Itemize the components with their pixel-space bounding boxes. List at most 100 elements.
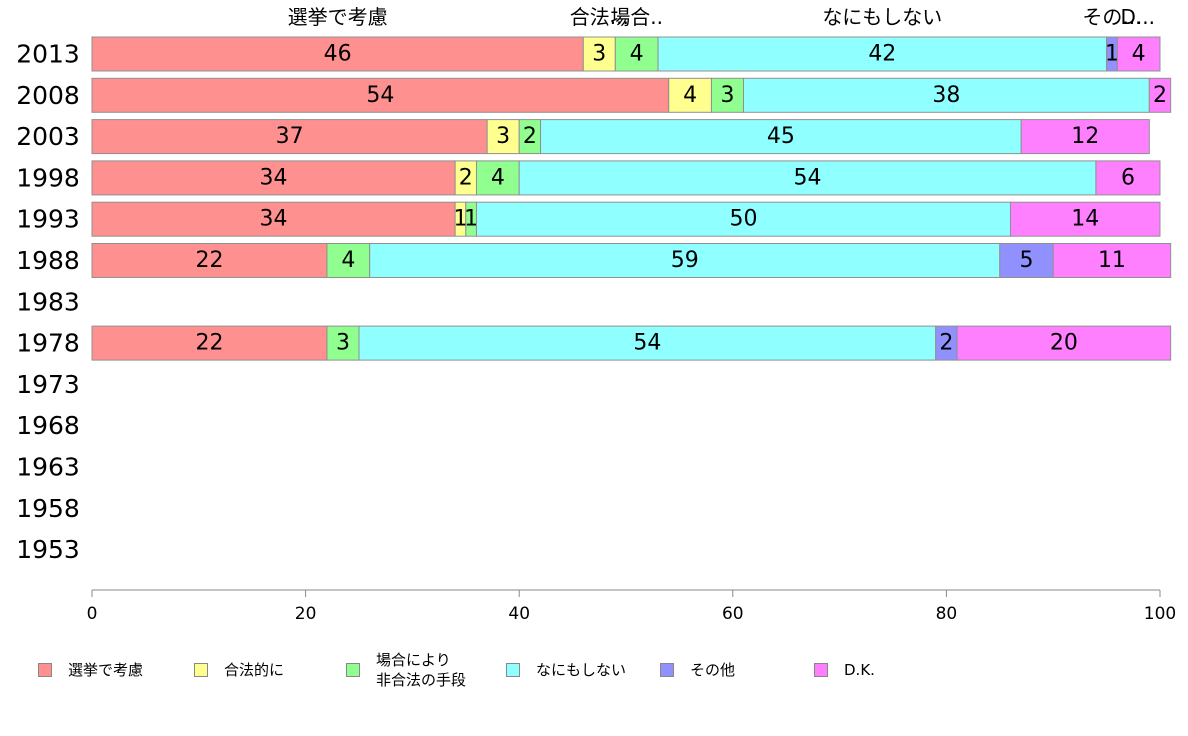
legend-item: D.K. xyxy=(814,640,875,700)
year-label: 2003 xyxy=(16,122,80,151)
data-label: 5 xyxy=(1020,248,1034,273)
bar-segment xyxy=(956,325,1172,361)
legend-swatch xyxy=(346,663,360,677)
data-label: 50 xyxy=(729,207,757,232)
data-label: 42 xyxy=(868,42,896,67)
year-label: 1993 xyxy=(16,205,80,234)
chart-legend: 選挙で考慮 合法的に 場合により 非合法の手段 なにもしない その他 D.K. xyxy=(0,640,1188,700)
legend-label: その他 xyxy=(690,661,736,679)
legend-swatch xyxy=(194,663,208,677)
bar-segment xyxy=(91,243,328,278)
bar-segment xyxy=(614,36,659,72)
data-label: 2 xyxy=(459,165,473,190)
bar-segment xyxy=(91,36,584,72)
bar-segment xyxy=(742,77,1150,113)
data-label: 54 xyxy=(366,83,394,108)
data-label: 22 xyxy=(195,331,223,356)
bar-segment xyxy=(1020,119,1150,155)
data-label: 38 xyxy=(932,83,960,108)
x-tick-label: 100 xyxy=(1144,604,1176,624)
data-label: 4 xyxy=(683,83,697,108)
data-label: 3 xyxy=(496,124,510,149)
series-top-label: 合法... xyxy=(570,5,629,29)
bar-segment xyxy=(657,36,1108,72)
legend-label: D.K. xyxy=(844,661,875,679)
year-label: 1988 xyxy=(16,246,80,275)
bar-segment xyxy=(1116,36,1161,72)
data-label: 3 xyxy=(336,331,350,356)
bar-segment xyxy=(91,201,456,237)
series-top-label: なにもしない xyxy=(822,5,942,29)
data-label: 34 xyxy=(260,165,288,190)
data-label: 14 xyxy=(1071,207,1099,232)
series-top-label: 選挙で考慮 xyxy=(288,5,388,29)
data-label: 45 xyxy=(767,124,795,149)
bar-segment xyxy=(1009,201,1161,237)
data-label: 1 xyxy=(453,207,467,232)
legend-item: なにもしない xyxy=(506,640,626,700)
year-label: 1953 xyxy=(16,535,80,564)
year-label: 1973 xyxy=(16,370,80,399)
bar-segment xyxy=(710,77,744,113)
legend-item: 場合により 非合法の手段 xyxy=(346,640,466,700)
data-label: 54 xyxy=(633,331,661,356)
legend-item: その他 xyxy=(660,640,735,700)
bar-segment xyxy=(486,119,520,155)
year-label: 2013 xyxy=(16,40,80,69)
data-label: 1 xyxy=(1105,42,1119,67)
bar-segment xyxy=(668,77,712,113)
bar-segment xyxy=(369,243,1001,278)
data-label: 2 xyxy=(523,124,537,149)
bar-segment xyxy=(358,325,937,361)
legend-item: 選挙で考慮 xyxy=(38,640,143,700)
data-label: 4 xyxy=(341,248,355,273)
year-label: 1968 xyxy=(16,411,80,440)
data-label: 4 xyxy=(491,165,505,190)
x-tick-label: 20 xyxy=(295,604,317,624)
data-label: 4 xyxy=(1132,42,1146,67)
bar-segment xyxy=(1052,243,1172,278)
series-top-label: 場合.. xyxy=(610,5,663,29)
year-label: 1963 xyxy=(16,453,80,482)
data-label: 3 xyxy=(720,83,734,108)
bar-segment xyxy=(91,160,456,196)
bar-segment xyxy=(518,160,1097,196)
data-label: 1 xyxy=(464,207,478,232)
bar-segment xyxy=(475,160,520,196)
data-label: 20 xyxy=(1050,331,1078,356)
x-tick-label: 80 xyxy=(936,604,958,624)
series-top-label: その... xyxy=(1082,5,1141,29)
year-label: 1978 xyxy=(16,329,80,358)
data-label: 59 xyxy=(671,248,699,273)
legend-label: 場合により 非合法の手段 xyxy=(376,651,467,689)
legend-label: 合法的に xyxy=(224,661,285,679)
data-label: 54 xyxy=(794,165,822,190)
legend-swatch xyxy=(38,663,52,677)
data-label: 6 xyxy=(1121,165,1135,190)
data-label: 46 xyxy=(324,42,352,67)
legend-swatch xyxy=(506,663,520,677)
x-tick-label: 40 xyxy=(508,604,530,624)
legend-item: 合法的に xyxy=(194,640,284,700)
data-label: 3 xyxy=(592,42,606,67)
data-label: 2 xyxy=(939,331,953,356)
bar-segment xyxy=(999,243,1054,278)
year-label: 2008 xyxy=(16,81,80,110)
bar-segment xyxy=(582,36,616,72)
x-tick-label: 0 xyxy=(87,604,98,624)
year-label: 1958 xyxy=(16,494,80,523)
legend-label: 選挙で考慮 xyxy=(68,661,144,679)
series-top-label: D... xyxy=(1121,5,1155,29)
bar-segment xyxy=(91,119,488,155)
data-label: 4 xyxy=(630,42,644,67)
bar-segment xyxy=(91,77,670,113)
data-label: 37 xyxy=(276,124,304,149)
legend-label: なにもしない xyxy=(536,661,627,679)
data-label: 2 xyxy=(1153,83,1167,108)
year-label: 1998 xyxy=(16,163,80,192)
data-label: 22 xyxy=(195,248,223,273)
bar-segment xyxy=(1148,77,1172,113)
bar-segment xyxy=(91,325,328,361)
bar-segment xyxy=(1095,160,1161,196)
